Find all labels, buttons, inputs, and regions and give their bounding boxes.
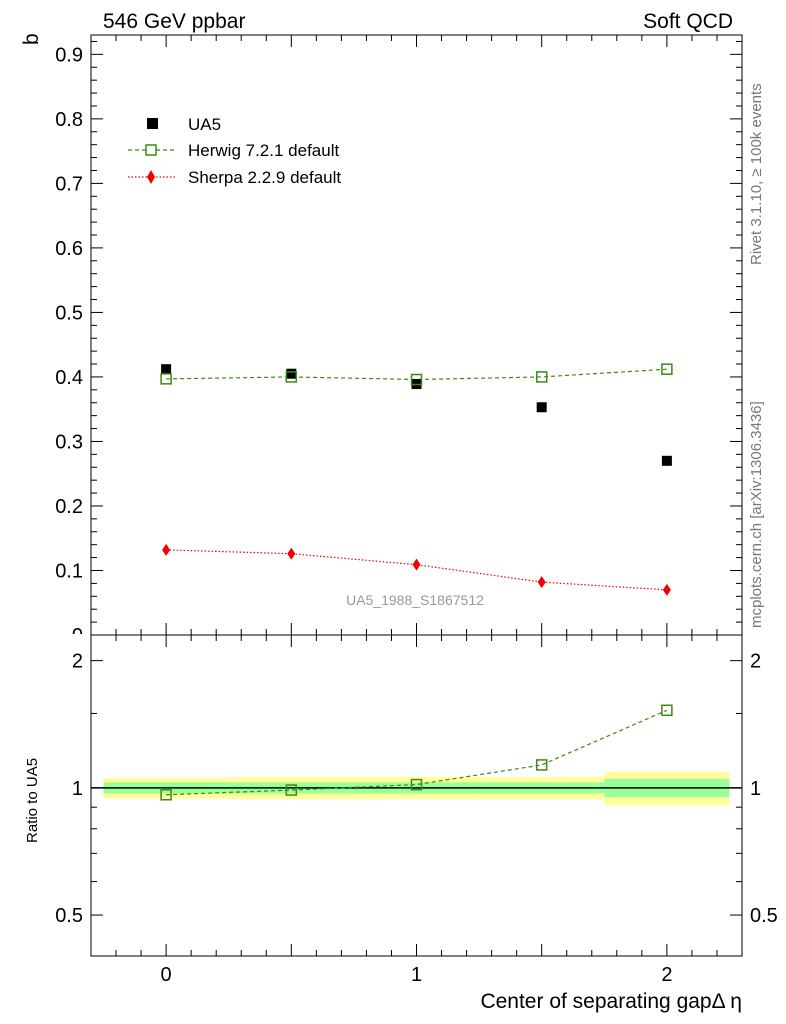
ratio-y-tick-label-right: 0.5 [750, 905, 778, 927]
legend-sherpa-label: Sherpa 2.2.9 default [188, 168, 341, 187]
sherpa-point [162, 543, 171, 556]
ratio-y-tick-label-left: 2 [72, 651, 83, 673]
sherpa-point [662, 583, 671, 596]
header-right: Soft QCD [643, 10, 733, 33]
main-y-axis-label: b [20, 33, 43, 45]
main-y-tick-label: 0.1 [55, 560, 83, 582]
ratio-ticks: 0.5 0.5 1 1 2 2 0 1 2 [55, 635, 778, 986]
ratio-y-tick-label-right: 2 [750, 651, 761, 673]
sherpa-point [412, 558, 421, 571]
x-tick-label: 2 [661, 964, 672, 986]
ratio-plot-frame [90, 634, 743, 957]
legend-entry-sherpa: Sherpa 2.2.9 default [128, 168, 341, 187]
x-tick-label: 1 [411, 964, 422, 986]
ua5-point [286, 368, 297, 379]
herwig-point [160, 373, 172, 385]
ua5-point [161, 364, 172, 375]
main-y-tick-label: 0.6 [55, 238, 83, 260]
legend: UA5 Herwig 7.2.1 default Sherpa 2.2.9 de… [128, 115, 341, 187]
herwig-ratio-point [410, 778, 423, 791]
main-y-tick-label: 0.3 [55, 431, 83, 453]
main-y-tick-label: 0.4 [55, 367, 83, 389]
legend-ua5-label: UA5 [188, 115, 221, 134]
analysis-watermark: UA5_1988_S1867512 [346, 592, 484, 608]
main-plot: 0.1 0.2 0.3 0.4 0.5 0.6 0.7 0.8 0.9 0 b UA5_1988_… [20, 33, 743, 647]
legend-entry-herwig: Herwig 7.2.1 default [128, 141, 339, 160]
main-y-tick-label-zero: 0 [72, 625, 83, 647]
ua5-point [661, 455, 672, 466]
main-y-tick-label: 0.2 [55, 496, 83, 518]
ratio-plot: 0.5 0.5 1 1 2 2 0 1 2 Ratio to UA5 Center of sep… [24, 634, 778, 1013]
ratio-y-axis-label: Ratio to UA5 [24, 758, 41, 843]
main-y-tick-label: 0.7 [55, 173, 83, 195]
x-axis-label: Center of separating gapΔ η [480, 990, 742, 1013]
herwig-point [661, 363, 673, 375]
rivet-label: Rivet 3.1.10, ≥ 100k events [748, 83, 765, 265]
main-ticks: 0.1 0.2 0.3 0.4 0.5 0.6 0.7 0.8 0.9 0 [55, 35, 742, 647]
legend-entry-ua5: UA5 [147, 115, 221, 134]
mcplots-label: mcplots.cern.ch [arXiv:1306.3436] [748, 401, 765, 628]
herwig-point [410, 373, 423, 386]
herwig-marker-icon [145, 144, 157, 156]
herwig-point [285, 371, 298, 383]
herwig-point [535, 371, 548, 383]
ua5-marker-icon [147, 118, 158, 129]
herwig-ratio-line [166, 709, 668, 796]
ratio-series [160, 704, 673, 801]
header-left: 546 GeV ppbar [103, 10, 245, 33]
sherpa-marker-icon [147, 170, 155, 184]
sherpa-point [537, 576, 546, 589]
herwig-ratio-point [285, 784, 298, 796]
sherpa-point [287, 547, 296, 560]
main-y-tick-label: 0.5 [55, 302, 83, 324]
herwig-ratio-point [661, 704, 673, 717]
ratio-y-tick-label-left: 0.5 [55, 905, 83, 927]
x-tick-label: 0 [161, 964, 172, 986]
herwig-ratio-point [535, 759, 548, 771]
main-series [160, 363, 673, 596]
ua5-point [536, 402, 547, 413]
main-y-tick-label: 0.8 [55, 109, 83, 131]
legend-herwig-label: Herwig 7.2.1 default [188, 141, 339, 160]
ratio-y-tick-label-right: 1 [750, 778, 761, 800]
herwig-ratio-point [160, 789, 172, 801]
ratio-uncertainty-bands [91, 772, 742, 806]
ratio-y-tick-label-left: 1 [72, 778, 83, 800]
main-y-tick-label: 0.9 [55, 44, 83, 66]
